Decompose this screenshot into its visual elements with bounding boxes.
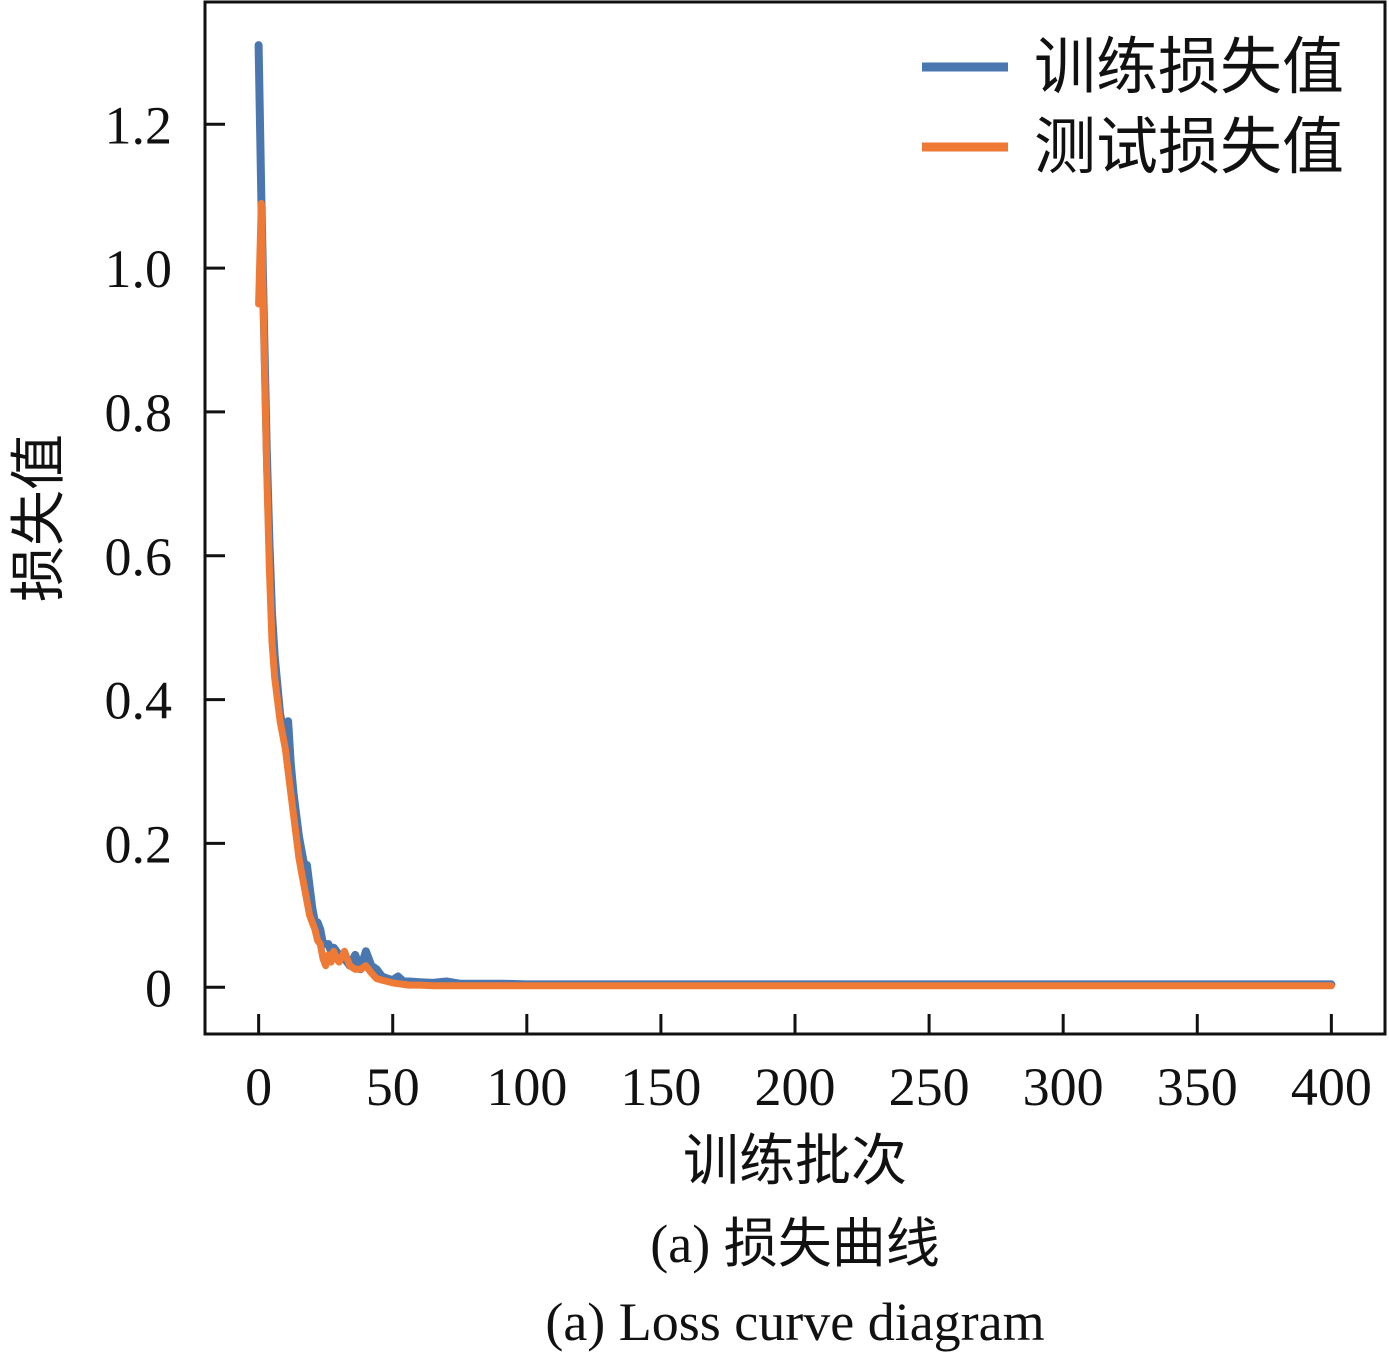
y-tick-label: 0.2 bbox=[105, 814, 173, 874]
y-tick-label: 1.0 bbox=[105, 239, 173, 299]
legend-label: 训练损失值 bbox=[1034, 34, 1344, 102]
x-tick-label: 200 bbox=[755, 1057, 836, 1117]
x-tick-label: 400 bbox=[1291, 1057, 1372, 1117]
caption-en: (a) Loss curve diagram bbox=[545, 1292, 1044, 1352]
x-tick-label: 150 bbox=[620, 1057, 701, 1117]
x-tick-label: 0 bbox=[245, 1057, 272, 1117]
y-axis: 0 0.2 0.4 0.6 0.8 1.0 1.2 bbox=[105, 95, 225, 1018]
y-tick-label: 0.6 bbox=[105, 527, 173, 587]
x-tick-label: 100 bbox=[486, 1057, 567, 1117]
x-tick-label: 350 bbox=[1157, 1057, 1238, 1117]
series-layer bbox=[254, 41, 1336, 990]
x-axis-label: 训练批次 bbox=[683, 1131, 907, 1193]
legend-label: 测试损失值 bbox=[1034, 114, 1344, 182]
series-line-train bbox=[254, 41, 1336, 989]
y-tick-label: 0.4 bbox=[105, 671, 173, 731]
y-tick-label: 0.8 bbox=[105, 383, 173, 443]
y-tick-label: 0 bbox=[145, 958, 172, 1018]
caption-zh: (a) 损失曲线 bbox=[650, 1214, 939, 1274]
series-line-test bbox=[255, 199, 1335, 990]
x-tick-label: 50 bbox=[366, 1057, 420, 1117]
x-axis: 0 50 100 150 200 250 300 350 400 bbox=[245, 1014, 1372, 1117]
y-axis-label: 损失值 bbox=[9, 434, 71, 602]
x-tick-label: 250 bbox=[889, 1057, 970, 1117]
x-tick-label: 300 bbox=[1023, 1057, 1104, 1117]
y-tick-label: 1.2 bbox=[105, 95, 173, 155]
